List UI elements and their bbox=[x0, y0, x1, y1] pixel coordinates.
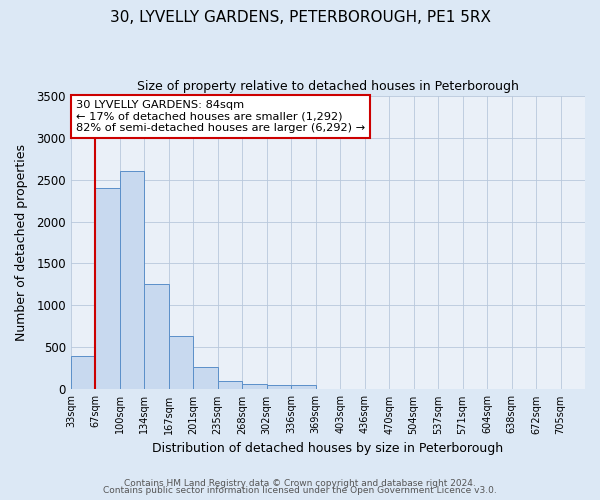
Y-axis label: Number of detached properties: Number of detached properties bbox=[15, 144, 28, 341]
Bar bbox=[71, 356, 95, 390]
Bar bbox=[242, 384, 266, 390]
Bar bbox=[291, 385, 316, 390]
Text: 30, LYVELLY GARDENS, PETERBOROUGH, PE1 5RX: 30, LYVELLY GARDENS, PETERBOROUGH, PE1 5… bbox=[110, 10, 491, 25]
Bar bbox=[95, 188, 120, 390]
Text: Contains HM Land Registry data © Crown copyright and database right 2024.: Contains HM Land Registry data © Crown c… bbox=[124, 478, 476, 488]
Bar bbox=[218, 381, 242, 390]
Text: Contains public sector information licensed under the Open Government Licence v3: Contains public sector information licen… bbox=[103, 486, 497, 495]
Bar bbox=[169, 336, 193, 390]
Bar bbox=[120, 171, 144, 390]
Title: Size of property relative to detached houses in Peterborough: Size of property relative to detached ho… bbox=[137, 80, 519, 93]
Text: 30 LYVELLY GARDENS: 84sqm
← 17% of detached houses are smaller (1,292)
82% of se: 30 LYVELLY GARDENS: 84sqm ← 17% of detac… bbox=[76, 100, 365, 133]
Bar bbox=[266, 385, 291, 390]
Bar bbox=[193, 367, 218, 390]
X-axis label: Distribution of detached houses by size in Peterborough: Distribution of detached houses by size … bbox=[152, 442, 503, 455]
Bar bbox=[144, 284, 169, 390]
